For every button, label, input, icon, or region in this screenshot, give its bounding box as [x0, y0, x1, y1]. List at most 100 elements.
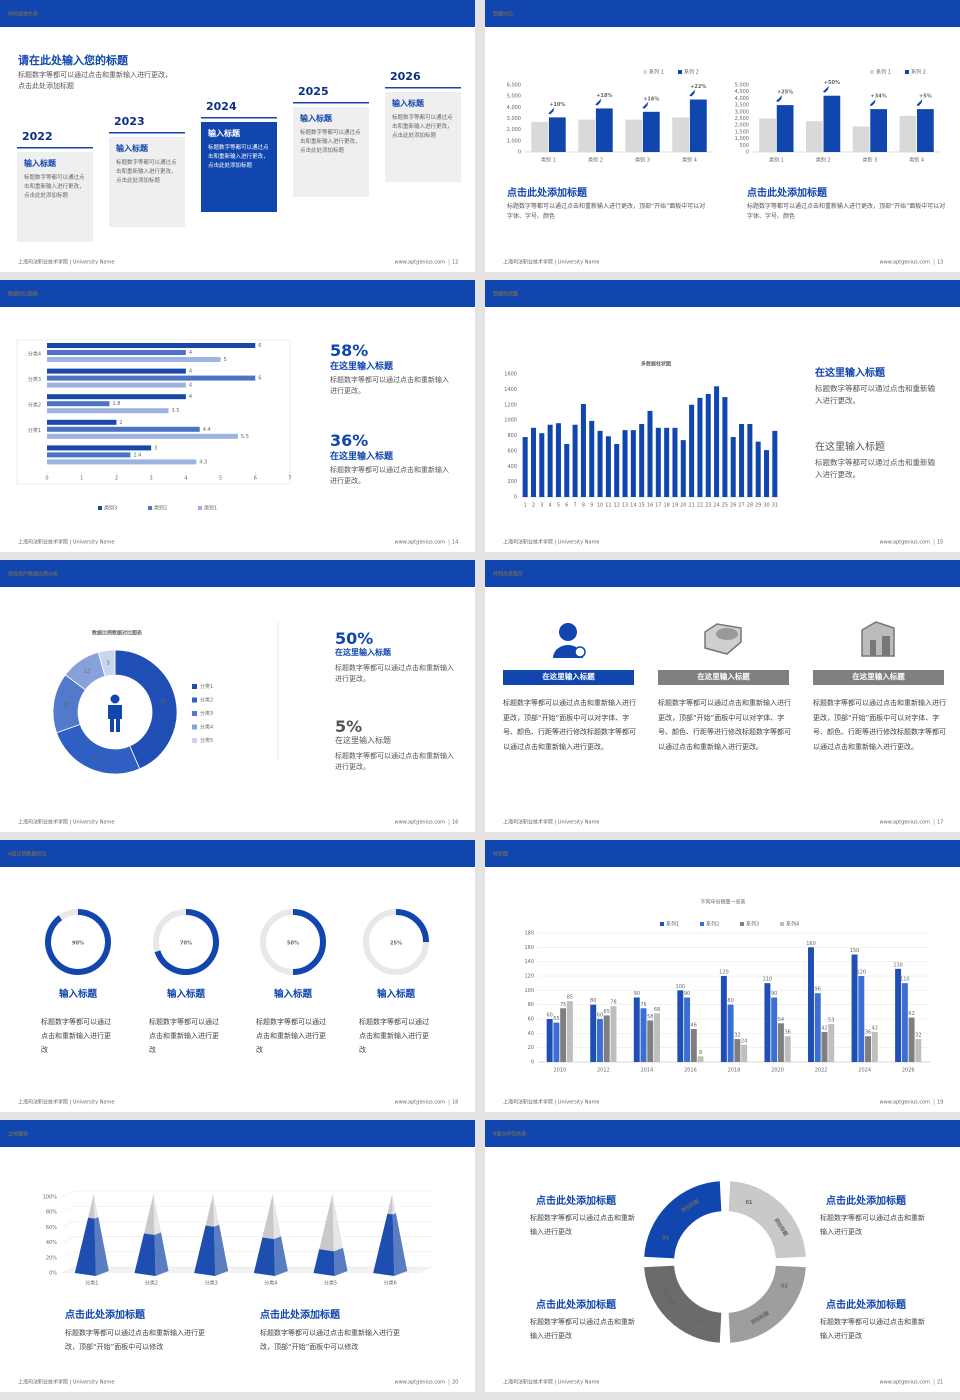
x-tick-label: 1 [524, 503, 527, 509]
data-label: 110 [900, 977, 910, 983]
data-label: 75 [560, 1002, 566, 1008]
block-text: 标题数字等都可以通过点击和重新输入进行更改 [820, 1318, 925, 1340]
note-text: 标题数字等都可以通过点击和重新输入进行更改。 [815, 458, 935, 479]
item-text: 标题数字等都可以通过点击和重新输入进行更改 [149, 1018, 219, 1054]
y-tick-label: 2,000 [507, 127, 521, 133]
item-title: 输入标题 [58, 989, 97, 1000]
annotation: +25% [777, 90, 793, 96]
note-title: 在这里输入标题 [815, 368, 885, 379]
bar [734, 1039, 741, 1062]
bar [917, 109, 934, 152]
x-tick-label: 2 [532, 503, 535, 509]
footer-text: 上海司法职业技术学院 | University Name [503, 259, 599, 266]
data-label: 5.5 [241, 434, 249, 440]
stat-text: 标题数字等都可以通过点击和重新输入进行更改。 [335, 752, 454, 772]
bar [47, 343, 256, 348]
legend-label: 系列 1 [876, 69, 891, 76]
person-head [110, 694, 120, 704]
data-label: 4 [189, 394, 192, 400]
data-label: 3 [154, 445, 157, 451]
legend-label: 分类5 [200, 737, 213, 744]
year: 2026 [390, 70, 421, 83]
data-label: 5 [107, 660, 110, 666]
slide: 并列关系图示 上海司法职业技术学院 | University Name www.ap… [485, 560, 960, 832]
block-title: 点击此处添加标题 [826, 1196, 906, 1207]
x-tick-label: 3 [540, 503, 543, 509]
data-label: 50 [160, 699, 166, 705]
legend-swatch [98, 506, 102, 510]
legend-label: 系列 2 [911, 69, 926, 76]
data-label: 4 [189, 369, 192, 375]
y-tick-label: 0 [531, 1060, 534, 1066]
bar [546, 1019, 553, 1062]
y-tick-label: 120 [524, 974, 534, 980]
y-tick-label: 1,000 [735, 136, 749, 142]
footer-url: www.aptgenius.com [395, 260, 446, 266]
footer-text: 上海司法职业技术学院 | University Name [18, 819, 114, 826]
bar [680, 440, 686, 497]
footer-text: 上海司法职业技术学院 | University Name [18, 1379, 114, 1386]
ring-arc [395, 909, 429, 943]
stat-label: 在这里输入标题 [335, 648, 391, 657]
y-tick-label: 80% [46, 1210, 57, 1216]
data-label: 5 [224, 357, 227, 363]
x-tick-label: 30 [763, 503, 769, 509]
data-label: 32 [734, 1033, 740, 1039]
y-tick-label: 4,500 [735, 89, 749, 95]
bar [871, 1031, 878, 1062]
y-tick-label: 1,000 [507, 138, 521, 144]
data-label: 6 [258, 343, 261, 349]
legend-label: 分类4 [200, 724, 213, 731]
legend-swatch [660, 922, 664, 926]
data-label: 110 [763, 977, 773, 983]
bar [672, 427, 678, 497]
annotation: +5% [919, 94, 932, 100]
x-tick-label: 20 [680, 503, 686, 509]
x-tick-label: 类别 4 [682, 157, 697, 164]
block-title: 点击此处添加标题 [536, 1196, 616, 1207]
stat-text: 标题数字等都可以通过点击和重新输入进行更改。 [335, 664, 454, 684]
bar [595, 108, 613, 152]
bar [771, 997, 778, 1062]
year-line [109, 132, 185, 134]
y-tick-label: 800 [507, 433, 517, 439]
x-tick-label: 1 [80, 476, 83, 482]
x-tick-label: 25 [722, 503, 728, 509]
bar [759, 118, 776, 152]
y-tick-label: 3,000 [735, 109, 749, 115]
item-text: 标题数字等都可以通过点击和重新输入进行更改 [359, 1018, 429, 1054]
block-title: 点击此处添加标题 [65, 1310, 145, 1321]
bar [697, 397, 703, 497]
data-label: 85 [567, 995, 573, 1001]
legend-swatch [192, 724, 197, 730]
annotation: +16% [643, 96, 659, 102]
y-tick-label: 5,000 [507, 94, 521, 100]
bar [614, 443, 620, 497]
pyramid-fill [134, 1233, 156, 1276]
legend-label: 分类1 [200, 683, 213, 690]
donut-slice [114, 649, 178, 770]
x-tick-label: 2016 [684, 1068, 697, 1074]
y-tick-label: 500 [739, 143, 749, 149]
item-text: 标题数字等都可以通过点击和重新输入进行更改 [41, 1018, 111, 1054]
pyramid-fill [313, 1249, 335, 1276]
block-text: 标题数字等都可以通过点击和重新输入进行更改，顶部“开始”面板中可以修改 [65, 1329, 205, 1351]
item-title: 输入标题 [273, 989, 312, 1000]
bar [865, 1036, 872, 1062]
slide-title: 数据对比 [493, 11, 513, 18]
data-label: 2.4 [133, 452, 141, 458]
chart-title: 数据比例数据对比图表 [92, 630, 143, 637]
legend-swatch [870, 70, 874, 74]
footer-text: 上海司法职业技术学院 | University Name [18, 259, 114, 266]
slide-title: 数据柱状图 [493, 291, 518, 298]
x-tick-label: 类别 3 [862, 157, 877, 164]
bar [572, 424, 578, 497]
bar [548, 117, 566, 152]
stat-label: 在这里输入标题 [335, 736, 391, 745]
x-tick-label: 19 [672, 503, 678, 509]
ring-label: 70% [180, 941, 192, 947]
pyramid-fill [74, 1217, 96, 1276]
bar [622, 430, 628, 497]
header-bar [485, 560, 960, 587]
